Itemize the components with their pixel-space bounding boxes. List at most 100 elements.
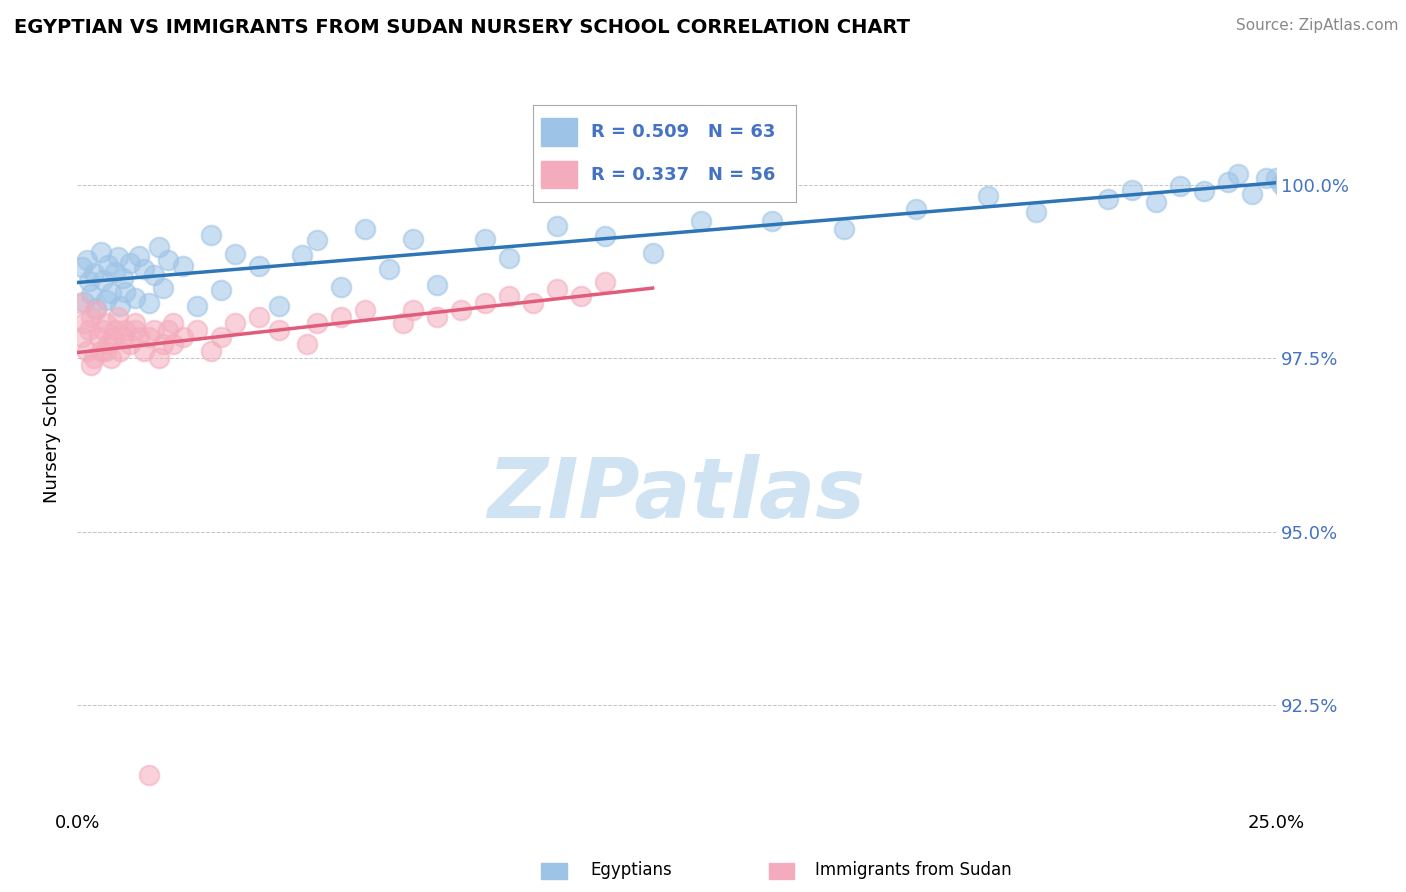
Point — [1265, 170, 1288, 185]
Point — [80, 310, 103, 324]
Point — [114, 285, 136, 299]
Point — [110, 344, 132, 359]
Point — [80, 358, 103, 372]
Point — [124, 291, 146, 305]
Point — [353, 222, 375, 236]
Point — [200, 228, 222, 243]
Point — [134, 262, 156, 277]
Point — [1256, 171, 1278, 186]
Point — [76, 344, 98, 359]
Point — [97, 337, 120, 351]
Point — [157, 252, 180, 267]
Point — [593, 229, 616, 244]
Point — [689, 213, 711, 227]
Point — [297, 337, 319, 351]
Point — [402, 232, 425, 246]
Point — [100, 285, 122, 300]
Point — [546, 282, 568, 296]
Point — [77, 274, 100, 288]
Point — [224, 317, 246, 331]
Text: Egyptians: Egyptians — [591, 861, 672, 879]
Point — [474, 232, 496, 246]
Point — [152, 337, 174, 351]
Point — [1168, 178, 1191, 193]
Point — [291, 248, 314, 262]
Point — [104, 323, 127, 337]
Point — [93, 323, 115, 337]
Point — [474, 295, 496, 310]
Point — [498, 251, 520, 265]
Point — [378, 261, 401, 276]
Point — [148, 351, 170, 366]
Point — [209, 283, 232, 297]
Point — [761, 214, 783, 228]
Point — [138, 330, 160, 344]
Point — [142, 323, 165, 337]
Point — [76, 253, 98, 268]
Point — [111, 270, 134, 285]
Point — [118, 256, 141, 270]
Point — [128, 248, 150, 262]
Point — [128, 330, 150, 344]
Point — [402, 302, 425, 317]
Point — [90, 244, 112, 259]
Point — [498, 288, 520, 302]
Point — [77, 323, 100, 337]
Point — [522, 295, 544, 310]
Point — [162, 317, 184, 331]
Point — [148, 240, 170, 254]
Point — [1144, 194, 1167, 209]
Point — [247, 259, 270, 273]
Point — [186, 299, 208, 313]
Point — [94, 317, 117, 331]
Point — [162, 337, 184, 351]
Point — [118, 337, 141, 351]
Point — [305, 317, 328, 331]
Point — [124, 323, 146, 337]
Text: ZIPatlas: ZIPatlas — [488, 454, 866, 535]
Point — [834, 222, 856, 236]
Point — [134, 344, 156, 359]
Point — [329, 279, 352, 293]
Point — [172, 259, 194, 273]
Point — [93, 272, 115, 286]
Point — [83, 351, 105, 366]
Point — [450, 302, 472, 317]
Y-axis label: Nursery School: Nursery School — [44, 367, 60, 503]
Point — [186, 323, 208, 337]
Point — [83, 267, 105, 281]
Point — [1192, 184, 1215, 198]
Point — [1097, 192, 1119, 206]
Point — [94, 344, 117, 359]
Point — [1274, 184, 1296, 198]
Point — [94, 293, 117, 307]
Point — [977, 188, 1000, 202]
Point — [224, 247, 246, 261]
Point — [110, 299, 132, 313]
Point — [1216, 175, 1239, 189]
Point — [905, 202, 928, 216]
Point — [70, 330, 93, 344]
Point — [209, 330, 232, 344]
Point — [426, 310, 449, 324]
Point — [267, 323, 290, 337]
Point — [1270, 177, 1292, 191]
Point — [329, 310, 352, 324]
Point — [353, 302, 375, 317]
Point — [267, 299, 290, 313]
Point — [84, 302, 107, 317]
Point — [247, 310, 270, 324]
Point — [1121, 183, 1143, 197]
Point — [569, 288, 592, 302]
Point — [305, 233, 328, 247]
Point — [90, 344, 112, 359]
Point — [69, 295, 91, 310]
Point — [70, 260, 93, 275]
Point — [101, 330, 124, 344]
Point — [73, 317, 96, 331]
Point — [641, 245, 664, 260]
Point — [157, 323, 180, 337]
Point — [97, 258, 120, 272]
Text: Immigrants from Sudan: Immigrants from Sudan — [815, 861, 1012, 879]
Text: EGYPTIAN VS IMMIGRANTS FROM SUDAN NURSERY SCHOOL CORRELATION CHART: EGYPTIAN VS IMMIGRANTS FROM SUDAN NURSER… — [14, 18, 910, 37]
